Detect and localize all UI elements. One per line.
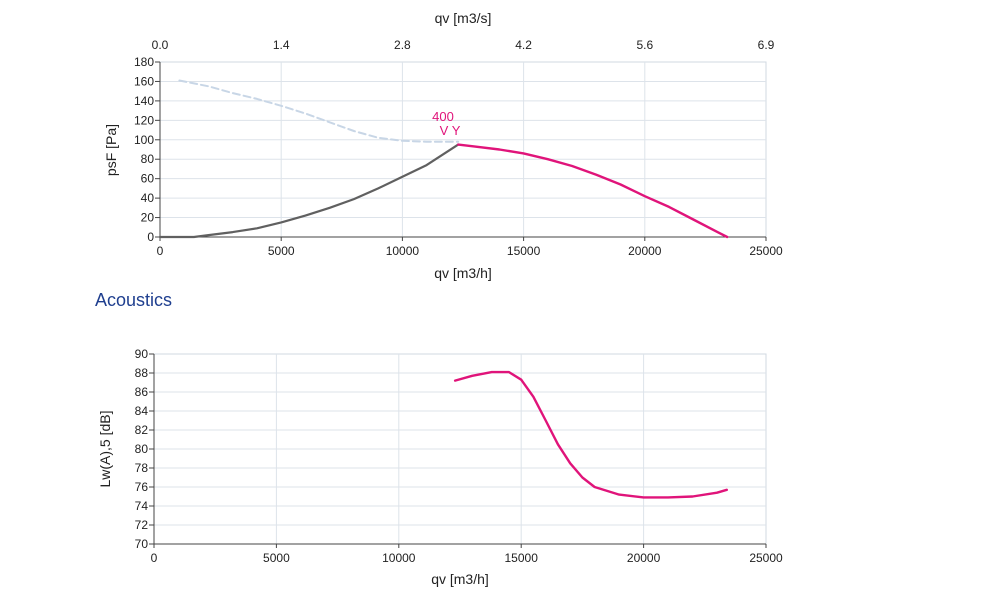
pressure-series [158,79,729,239]
pressure-y-tick-label: 0 [147,230,154,244]
pressure-chart: 0 20 40 60 80 100 120 140 160 180 0 5000 10000 15000 2… [103,10,783,281]
pressure-y-tick-label: 180 [134,55,154,69]
pressure-y-tick-label: 40 [141,191,155,205]
pressure-annotation-vy: V Y [440,123,461,138]
pressure-y-tick-label: 160 [134,74,154,88]
acoustics-x-tick-label: 15000 [505,551,539,565]
pressure-top-tick-label: 6.9 [758,38,775,52]
acoustics-y-tick-label: 74 [135,499,149,513]
pressure-plot-area [159,61,767,238]
section-title-acoustics: Acoustics [95,290,172,310]
pressure-top-axis-label: qv [m3/s] [435,10,492,26]
pressure-working-curve [457,143,729,239]
acoustics-series [453,370,728,499]
acoustics-y-tick-label: 72 [135,518,149,532]
pressure-y-tick-label: 140 [134,94,154,108]
pressure-top-tick-label: 2.8 [394,38,411,52]
acoustics-curve [453,370,728,499]
acoustics-x-tick-label: 20000 [627,551,661,565]
acoustics-y-tick-label: 90 [135,347,149,361]
acoustics-y-tick-label: 78 [135,461,149,475]
acoustics-x-tick-label: 5000 [263,551,290,565]
pressure-top-tick-label: 4.2 [515,38,532,52]
pressure-annotation-400: 400 [432,109,454,124]
pressure-x-tick-label: 25000 [749,244,783,258]
pressure-top-tick-label: 0.0 [152,38,169,52]
pressure-x-axis-label: qv [m3/h] [434,265,492,281]
pressure-dashed-curve [178,79,460,143]
acoustics-x-axis-label: qv [m3/h] [431,571,489,587]
pressure-top-tick-label: 1.4 [273,38,290,52]
acoustics-y-tick-label: 70 [135,537,149,551]
pressure-y-tick-label: 120 [134,113,154,127]
pressure-y-axis-label: psF [Pa] [103,124,119,176]
acoustics-x-tick-label: 0 [151,551,158,565]
pressure-y-tick-label: 60 [141,172,155,186]
pressure-top-tick-label: 5.6 [636,38,653,52]
pressure-x-tick-label: 20000 [628,244,662,258]
acoustics-y-tick-label: 86 [135,385,149,399]
pressure-x-tick-label: 10000 [386,244,420,258]
pressure-x-tick-label: 15000 [507,244,541,258]
acoustics-x-tick-label: 25000 [749,551,783,565]
acoustics-y-tick-label: 80 [135,442,149,456]
acoustics-y-tick-label: 76 [135,480,149,494]
acoustics-y-axis-label: Lw(A),5 [dB] [97,410,113,487]
pressure-system-curve [158,143,460,239]
pressure-x-tick-label: 0 [157,244,164,258]
pressure-y-tick-label: 80 [141,152,155,166]
acoustics-axes: 70 72 74 76 78 80 82 84 86 88 90 0 5000 10000 15000 200… [135,347,783,565]
pressure-y-tick-label: 100 [134,133,154,147]
acoustics-grid [154,354,766,544]
acoustics-chart: 70 72 74 76 78 80 82 84 86 88 90 0 5000 10000 15000 200… [97,347,783,587]
pressure-grid [160,62,766,237]
acoustics-y-tick-label: 88 [135,366,149,380]
pressure-x-tick-label: 5000 [268,244,295,258]
pressure-axes: 0 20 40 60 80 100 120 140 160 180 0 5000 10000 15000 2… [134,38,783,258]
pressure-y-tick-label: 20 [141,211,155,225]
acoustics-x-tick-label: 10000 [382,551,416,565]
acoustics-y-tick-label: 84 [135,404,149,418]
acoustics-y-tick-label: 82 [135,423,149,437]
